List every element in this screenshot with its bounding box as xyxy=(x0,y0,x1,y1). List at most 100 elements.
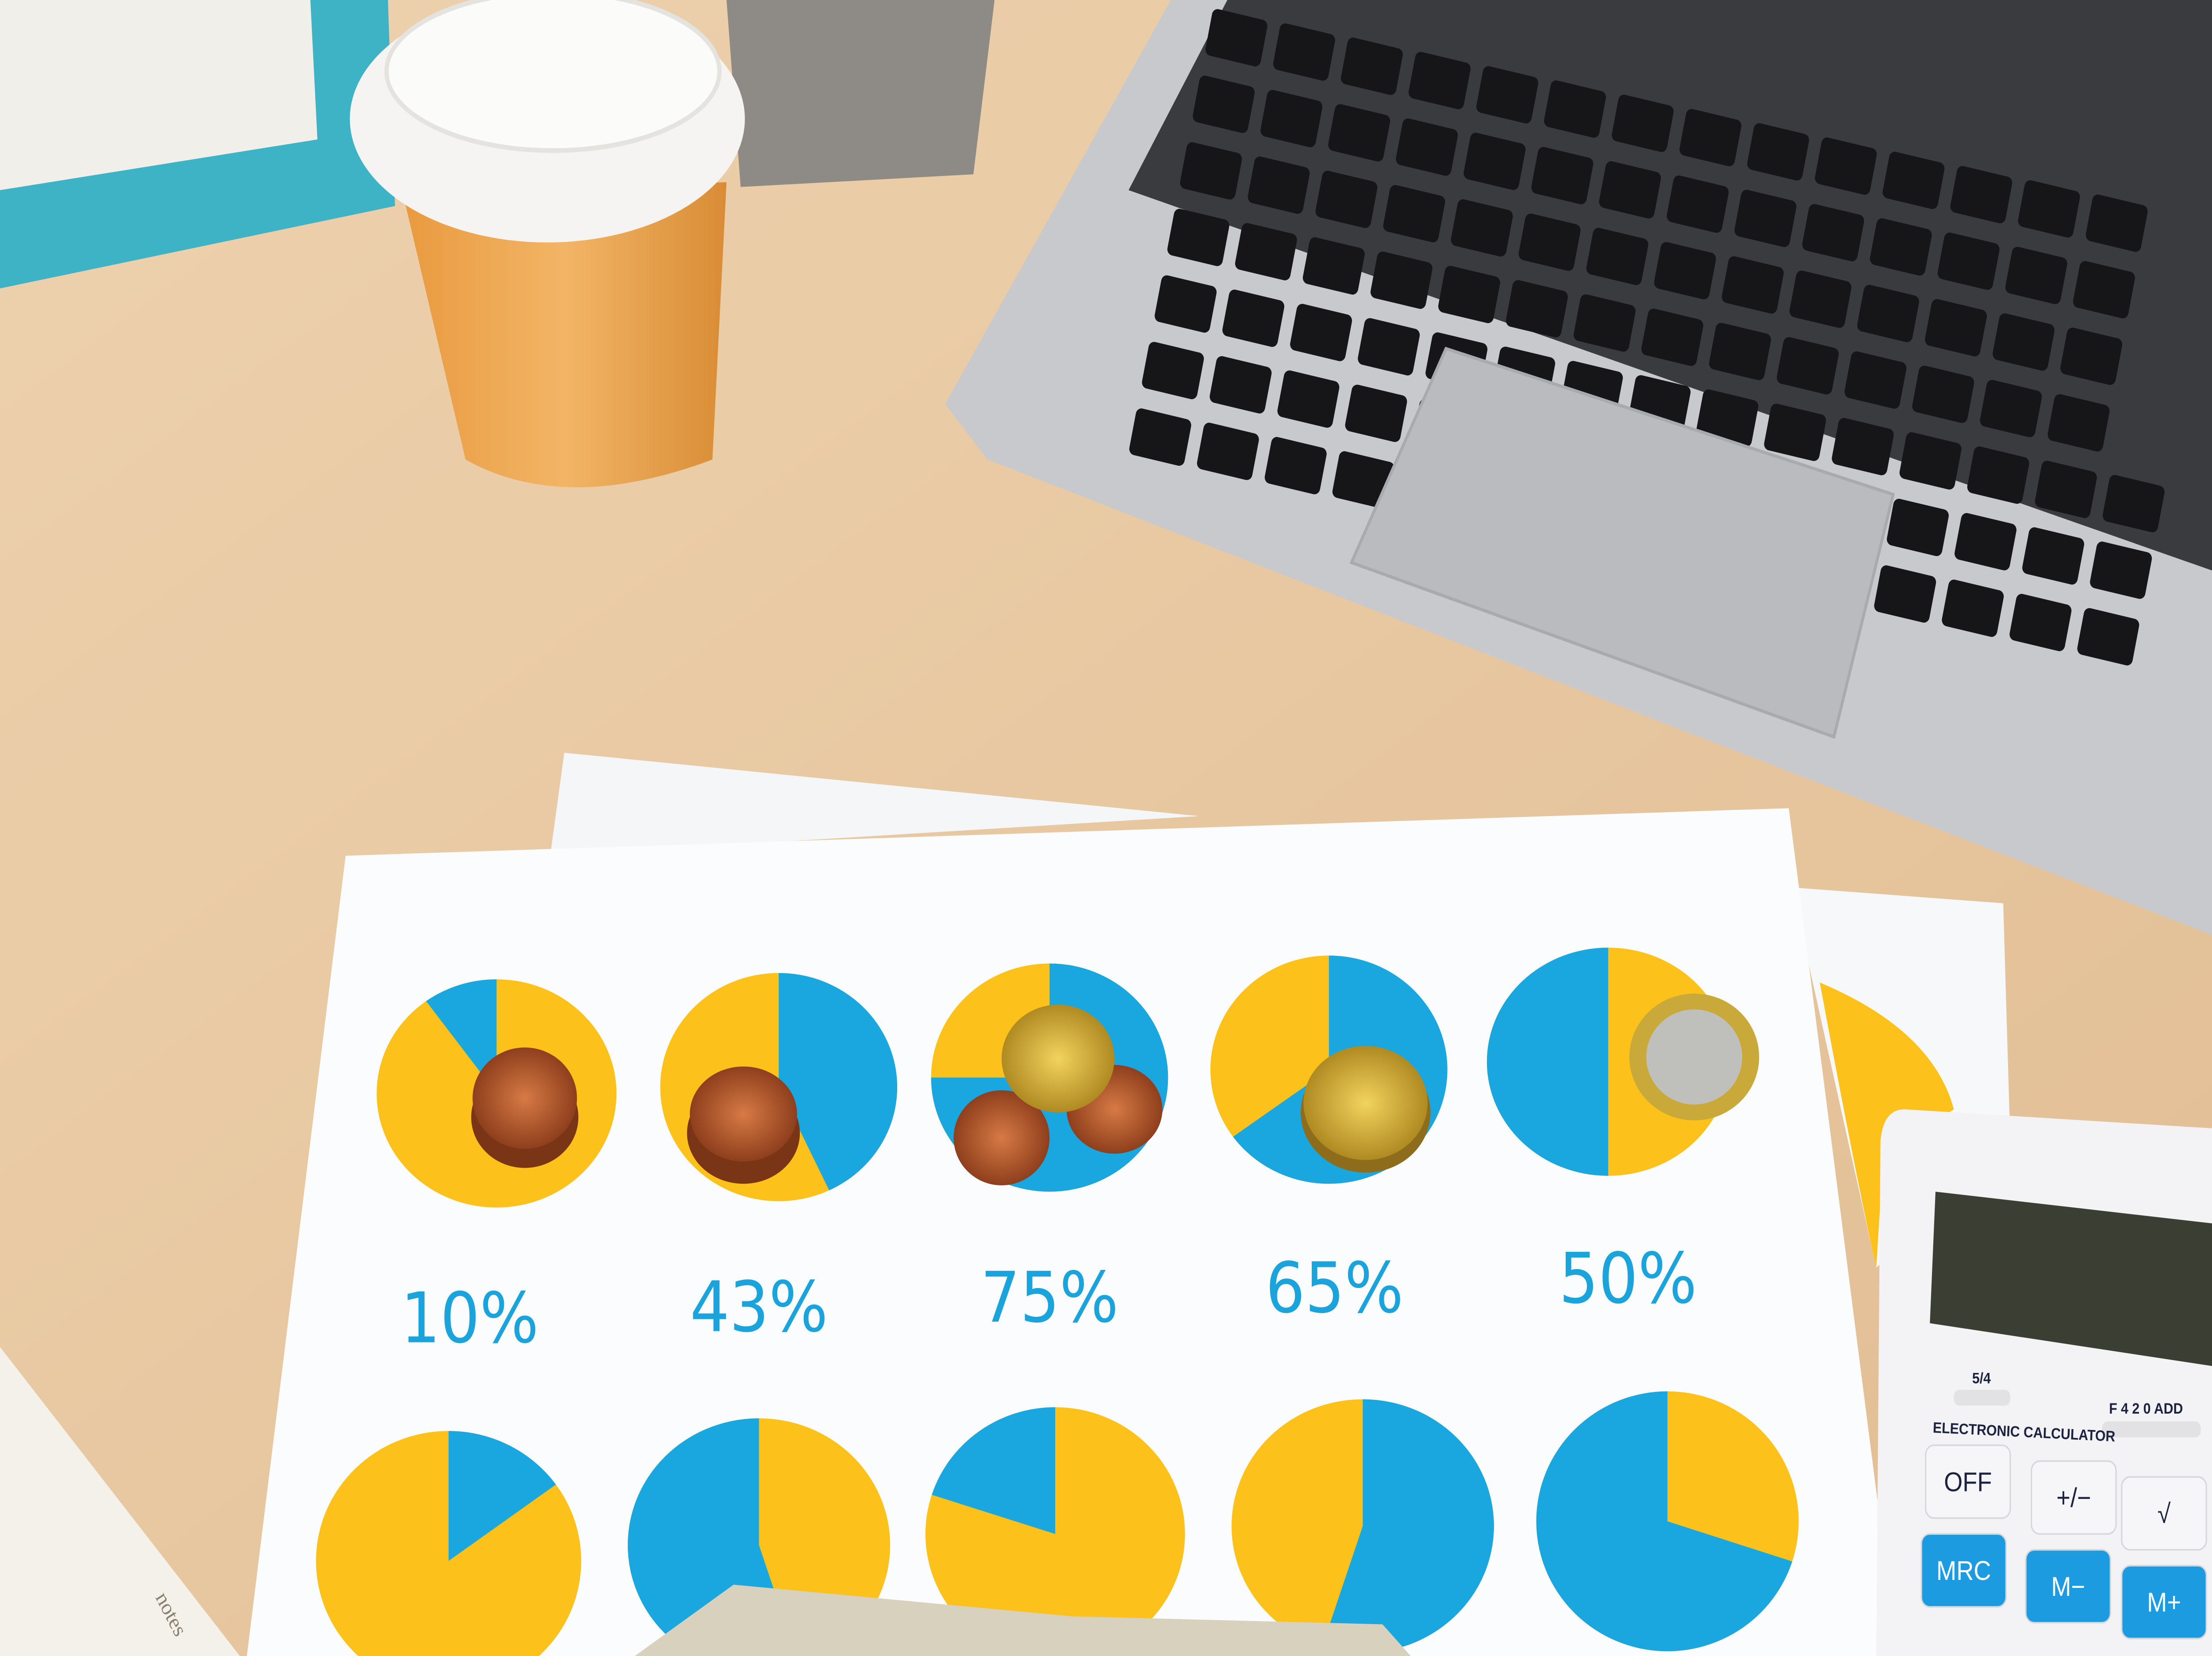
keyboard-key[interactable] xyxy=(1128,407,1192,467)
keyboard-key[interactable] xyxy=(1327,103,1391,163)
keyboard-key[interactable] xyxy=(1695,388,1759,448)
keyboard-key[interactable] xyxy=(1543,79,1607,139)
keyboard-key[interactable] xyxy=(1776,336,1840,396)
keyboard-key[interactable] xyxy=(1746,122,1810,182)
keyboard-key[interactable] xyxy=(2076,607,2140,667)
banknotes xyxy=(634,1584,1411,1656)
keyboard-key[interactable] xyxy=(1653,241,1717,301)
pie-label-4: 65% xyxy=(1266,1248,1404,1329)
calculator-key-label: M+ xyxy=(2147,1588,2181,1618)
keyboard-key[interactable] xyxy=(1166,207,1230,267)
keyboard-key[interactable] xyxy=(1573,293,1637,353)
keyboard-key[interactable] xyxy=(2008,593,2073,652)
keyboard-key[interactable] xyxy=(1886,498,1950,557)
keyboard-key[interactable] xyxy=(1789,269,1853,329)
keyboard-key[interactable] xyxy=(1289,303,1353,362)
keyboard-key[interactable] xyxy=(1869,217,1933,277)
calculator-key[interactable]: +/− xyxy=(2031,1460,2117,1535)
keyboard-key[interactable] xyxy=(1408,51,1472,111)
trackpad[interactable] xyxy=(1349,346,1895,739)
keyboard-key[interactable] xyxy=(2089,540,2153,600)
keyboard-key[interactable] xyxy=(1475,65,1540,125)
keyboard-key[interactable] xyxy=(1882,150,1946,210)
keyboard-key[interactable] xyxy=(1463,131,1527,191)
calculator-key[interactable]: OFF xyxy=(1925,1444,2011,1519)
keyboard-key[interactable] xyxy=(1505,279,1569,339)
keyboard-key[interactable] xyxy=(1357,317,1421,377)
keyboard-key[interactable] xyxy=(1814,136,1878,196)
keyboard-key[interactable] xyxy=(1437,264,1502,324)
keyboard-key[interactable] xyxy=(2102,474,2166,533)
decimal-switch[interactable] xyxy=(2102,1421,2201,1438)
keyboard-key[interactable] xyxy=(1234,222,1298,282)
keyboard-key[interactable] xyxy=(1941,579,2005,638)
keyboard-key[interactable] xyxy=(1843,350,1908,410)
calculator-key[interactable]: M+ xyxy=(2121,1564,2207,1640)
keyboard-key[interactable] xyxy=(1263,436,1328,495)
keyboard-key[interactable] xyxy=(2072,260,2136,320)
keyboard-key[interactable] xyxy=(1979,379,2043,438)
keyboard-key[interactable] xyxy=(2034,460,2098,519)
keyboard-key[interactable] xyxy=(1192,74,1256,134)
keyboard-key[interactable] xyxy=(1611,93,1675,153)
calculator-key[interactable]: M− xyxy=(2025,1549,2112,1624)
keyboard-key[interactable] xyxy=(1395,117,1459,177)
keyboard-key[interactable] xyxy=(1272,22,1336,82)
keyboard-key[interactable] xyxy=(1708,322,1772,381)
keyboard-key[interactable] xyxy=(1344,383,1408,443)
keyboard-key[interactable] xyxy=(2059,326,2124,386)
keyboard-key[interactable] xyxy=(1801,203,1865,263)
keyboard-key[interactable] xyxy=(1370,250,1434,310)
keyboard-key[interactable] xyxy=(1678,108,1743,168)
keyboard-key[interactable] xyxy=(1873,564,1937,624)
pie-chart-bottom-4 xyxy=(1231,1399,1494,1653)
keyboard-key[interactable] xyxy=(2047,393,2111,453)
keyboard-key[interactable] xyxy=(1204,8,1268,68)
keyboard-key[interactable] xyxy=(1721,255,1785,315)
keyboard-key[interactable] xyxy=(2085,193,2149,253)
keyboard-key[interactable] xyxy=(1517,212,1582,272)
keyboard-key[interactable] xyxy=(1209,355,1273,415)
keyboard-key[interactable] xyxy=(1898,431,1962,491)
keyboard-key[interactable] xyxy=(1179,141,1243,201)
keyboard-key[interactable] xyxy=(1141,341,1205,400)
keyboard-key[interactable] xyxy=(1598,160,1662,220)
keyboard-key[interactable] xyxy=(1763,402,1827,462)
keyboard-key[interactable] xyxy=(1450,198,1514,258)
keyboard-key[interactable] xyxy=(1936,231,2001,291)
keyboard-key[interactable] xyxy=(1733,188,1797,248)
keyboard-key[interactable] xyxy=(1966,445,2030,505)
keyboard-key[interactable] xyxy=(1856,284,1920,343)
calculator-key[interactable]: √ xyxy=(2121,1476,2207,1551)
keyboard-key[interactable] xyxy=(1154,274,1218,334)
keyboard-key[interactable] xyxy=(1260,89,1324,149)
decimal-switch-label: F 4 2 0 ADD xyxy=(2109,1400,2183,1417)
keyboard-key[interactable] xyxy=(2004,245,2068,305)
keyboard-key[interactable] xyxy=(1314,169,1379,229)
keyboard-key[interactable] xyxy=(1992,312,2056,372)
keyboard-key[interactable] xyxy=(1911,364,1975,424)
keyboard-key[interactable] xyxy=(1666,174,1730,234)
keyboard-key[interactable] xyxy=(1382,184,1446,244)
keyboard-key[interactable] xyxy=(1331,450,1395,510)
keyboard-key[interactable] xyxy=(1247,155,1311,215)
rounding-switch[interactable] xyxy=(1954,1390,2011,1406)
keyboard-key[interactable] xyxy=(2017,179,2081,239)
keyboard-key[interactable] xyxy=(1221,288,1286,348)
mesh-pen-holder xyxy=(726,0,995,187)
calculator-key[interactable]: MRC xyxy=(1920,1533,2007,1608)
keyboard-key[interactable] xyxy=(1831,417,1895,476)
keyboard-key[interactable] xyxy=(1302,236,1366,296)
keyboard-key[interactable] xyxy=(1924,298,1988,358)
keyboard-key[interactable] xyxy=(1640,307,1705,367)
keyboard-key[interactable] xyxy=(2021,526,2085,586)
paper-back xyxy=(550,752,1199,856)
keyboard-key[interactable] xyxy=(1954,512,2018,571)
keyboard-key[interactable] xyxy=(1340,36,1404,96)
calculator-key-label: +/− xyxy=(2056,1483,2091,1513)
keyboard-key[interactable] xyxy=(1949,165,2013,225)
keyboard-key[interactable] xyxy=(1196,422,1260,481)
keyboard-key[interactable] xyxy=(1276,369,1340,429)
keyboard-key[interactable] xyxy=(1530,146,1594,206)
keyboard-key[interactable] xyxy=(1585,226,1649,286)
